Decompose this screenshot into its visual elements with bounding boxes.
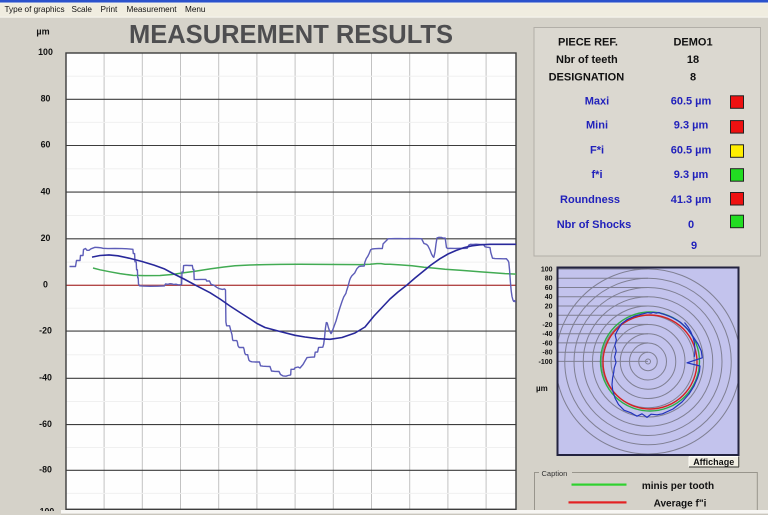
svg-text:-60: -60 <box>542 340 552 347</box>
svg-text:40: 40 <box>545 294 553 301</box>
svg-text:µm: µm <box>536 384 548 393</box>
svg-text:60: 60 <box>545 285 553 292</box>
svg-text:f*i: f*i <box>592 169 603 181</box>
svg-text:0: 0 <box>43 280 48 290</box>
svg-text:18: 18 <box>687 54 699 66</box>
svg-text:DEMO1: DEMO1 <box>673 36 712 48</box>
svg-text:Menu: Menu <box>185 5 206 14</box>
svg-text:41.3 µm: 41.3 µm <box>671 194 712 206</box>
svg-text:8: 8 <box>690 72 696 84</box>
svg-text:Nbr of teeth: Nbr of teeth <box>556 54 618 66</box>
svg-text:-20: -20 <box>39 325 52 335</box>
svg-text:Affichage: Affichage <box>693 457 734 467</box>
svg-text:DESIGNATION: DESIGNATION <box>549 72 625 84</box>
svg-text:100: 100 <box>38 47 53 57</box>
svg-text:9.3 µm: 9.3 µm <box>674 169 709 181</box>
svg-text:0: 0 <box>549 313 553 320</box>
svg-text:PIECE REF.: PIECE REF. <box>558 36 618 48</box>
svg-text:9: 9 <box>691 240 697 252</box>
svg-text:-80: -80 <box>542 350 552 357</box>
svg-text:-100: -100 <box>538 359 552 366</box>
svg-text:60.5 µm: 60.5 µm <box>671 145 712 157</box>
svg-text:MEASUREMENT RESULTS: MEASUREMENT RESULTS <box>129 21 453 49</box>
svg-text:Scale: Scale <box>72 5 93 14</box>
svg-text:20: 20 <box>41 233 51 243</box>
svg-text:µm: µm <box>36 27 49 37</box>
svg-text:0: 0 <box>688 219 694 231</box>
svg-text:Average f"i: Average f"i <box>654 499 707 510</box>
svg-text:100: 100 <box>541 267 553 274</box>
svg-text:Mini: Mini <box>586 120 608 132</box>
svg-text:20: 20 <box>545 304 553 311</box>
svg-text:-20: -20 <box>542 322 552 329</box>
svg-text:F*i: F*i <box>590 145 604 157</box>
svg-text:minis per tooth: minis per tooth <box>642 481 714 492</box>
svg-text:Measurement: Measurement <box>127 5 178 14</box>
svg-text:Caption: Caption <box>542 469 568 478</box>
svg-text:-40: -40 <box>39 373 52 383</box>
svg-text:Type of graphics: Type of graphics <box>5 5 65 14</box>
svg-text:Print: Print <box>101 5 119 14</box>
svg-text:80: 80 <box>545 276 553 283</box>
svg-text:-60: -60 <box>39 419 52 429</box>
svg-text:9.3 µm: 9.3 µm <box>674 120 709 132</box>
svg-text:40: 40 <box>41 186 51 196</box>
svg-text:Roundness: Roundness <box>560 194 620 206</box>
svg-text:Maxi: Maxi <box>585 95 609 107</box>
svg-text:-100: -100 <box>37 506 55 515</box>
svg-text:-40: -40 <box>542 331 552 338</box>
svg-text:60.5 µm: 60.5 µm <box>671 95 712 107</box>
svg-text:-80: -80 <box>39 465 52 475</box>
svg-text:60: 60 <box>41 140 51 150</box>
svg-text:80: 80 <box>41 94 51 104</box>
svg-text:Nbr of Shocks: Nbr of Shocks <box>557 219 632 231</box>
